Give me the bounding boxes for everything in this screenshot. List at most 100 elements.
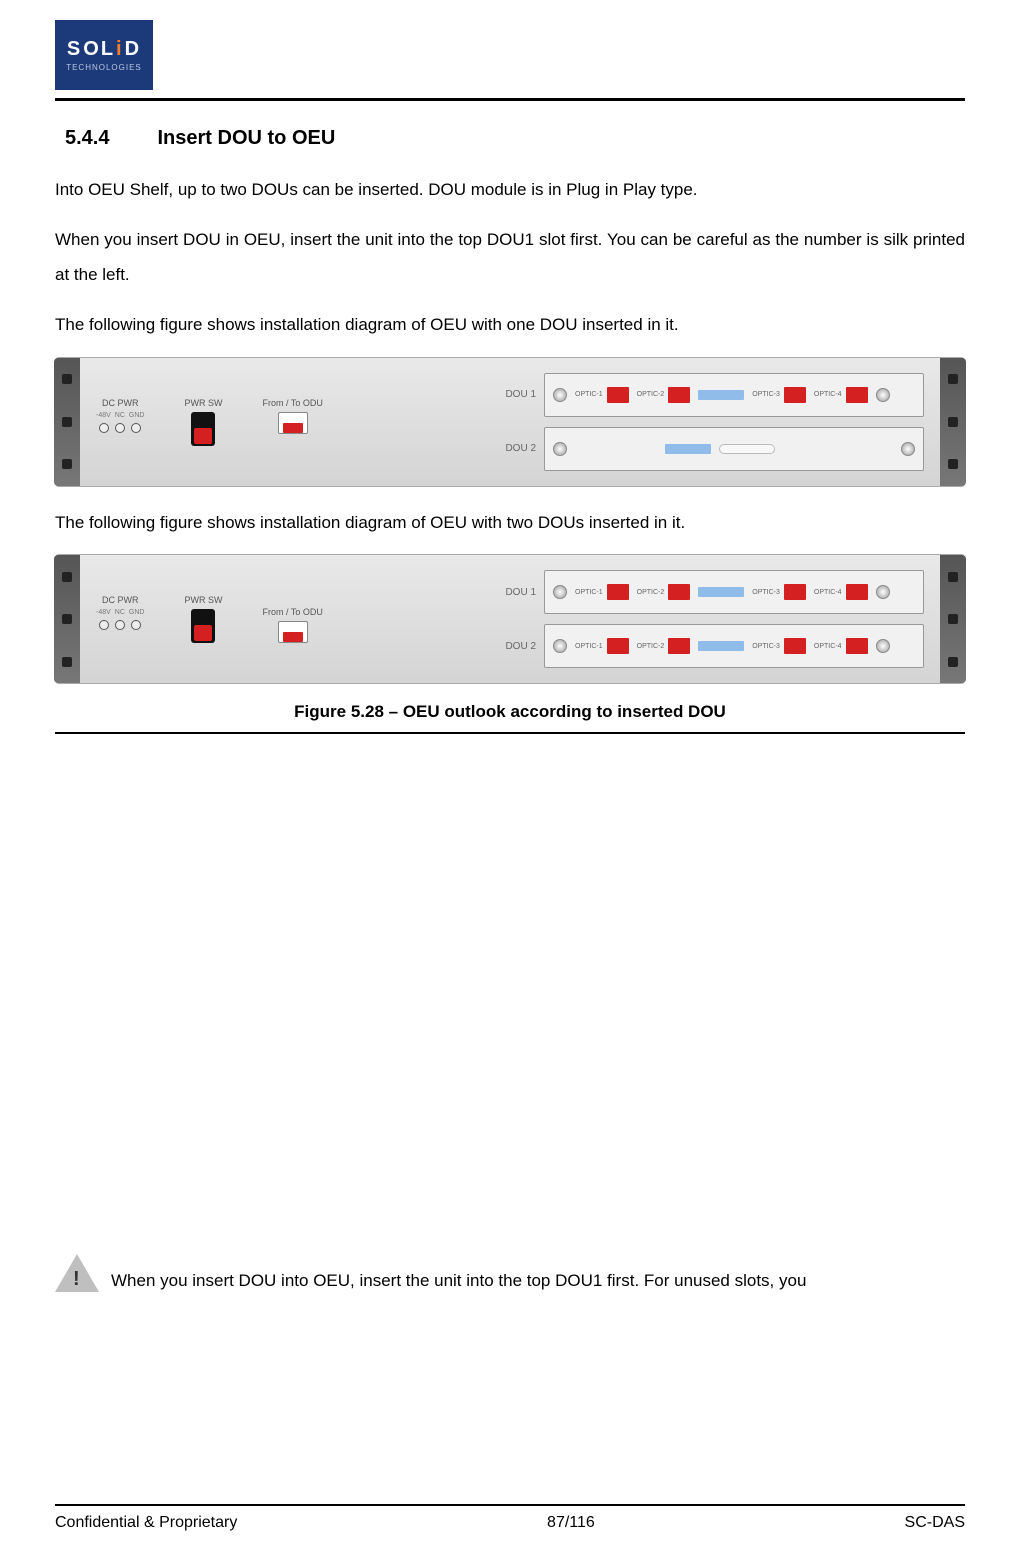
paragraph: The following figure shows installation … [55,307,965,343]
dou2-row: DOU 2 [494,427,924,471]
dou1-row: DOU 1 OPTIC-1 OPTIC-2 OPTIC-3 OPTIC-4 [494,373,924,417]
pin [131,620,141,630]
header-logo: S OL i D TECHNOLOGIES [55,20,965,90]
dc-pwr-block: DC PWR -48V NC GND [96,595,144,630]
rack-hole [62,417,72,427]
paragraph: Into OEU Shelf, up to two DOUs can be in… [55,172,965,208]
optic-port [846,584,868,600]
odu-port-block: From / To ODU [262,398,322,434]
rack-hole [62,572,72,582]
optic-port [784,638,806,654]
rack-hole [948,572,958,582]
power-switch [191,412,215,446]
dc-pwr-pin-labels: -48V NC GND [96,412,144,419]
power-switch-rocker [194,625,212,641]
footer-left: Confidential & Proprietary [55,1514,237,1532]
pin [99,620,109,630]
warning-note: When you insert DOU into OEU, insert the… [55,1254,965,1292]
figure-divider [55,732,965,734]
rack-hole [948,459,958,469]
optic-port [784,387,806,403]
optic-2: OPTIC-2 [637,387,691,403]
page: S OL i D TECHNOLOGIES 5.4.4 Insert DOU t… [0,0,1020,1562]
optic-label: OPTIC-4 [814,391,842,398]
rack-hole [62,614,72,624]
optic-port [607,638,629,654]
rack-ear-left [54,358,80,486]
optic-port [668,387,690,403]
pin-label: GND [129,609,145,616]
odu-label: From / To ODU [262,398,322,408]
pin [99,423,109,433]
optic-port [607,584,629,600]
footer-page: 87/116 [547,1514,595,1532]
pwr-sw-block: PWR SW [184,595,222,643]
dou1-row: DOU 1 OPTIC-1 OPTIC-2 OPTIC-3 OPTIC-4 [494,570,924,614]
dou2-label: DOU 2 [494,443,536,454]
rack-hole [948,374,958,384]
optic-2: OPTIC-2 [637,638,691,654]
optic-label: OPTIC-2 [637,643,665,650]
section-title: Insert DOU to OEU [157,127,335,150]
pin-label: GND [129,412,145,419]
rack-ear-right [940,555,966,683]
optic-label: OPTIC-4 [814,643,842,650]
rack-left-controls: DC PWR -48V NC GND PWR SW From / To ODU [96,398,323,446]
dou1-label: DOU 1 [494,389,536,400]
optic-3: OPTIC-3 [752,387,806,403]
pwr-sw-label: PWR SW [184,595,222,605]
rack-right-slots: DOU 1 OPTIC-1 OPTIC-2 OPTIC-3 OPTIC-4 DO… [494,373,924,471]
oeu-rack-figure-2: DC PWR -48V NC GND PWR SW From / To ODU [55,554,965,684]
odu-plug [283,423,303,433]
dc-pwr-label: DC PWR [102,398,139,408]
optic-2: OPTIC-2 [637,584,691,600]
logo-box: S OL i D TECHNOLOGIES [55,20,153,90]
optic-3: OPTIC-3 [752,584,806,600]
dc-pwr-pins [99,620,141,630]
paragraph: The following figure shows installation … [55,505,965,541]
pin-label: NC [115,412,125,419]
optic-label: OPTIC-2 [637,589,665,596]
logo-letter: D [125,38,141,61]
footer-divider [55,1504,965,1506]
screw-icon [553,442,567,456]
optic-3: OPTIC-3 [752,638,806,654]
pin-label: -48V [96,412,111,419]
screw-icon [876,388,890,402]
logo-dot: i [116,38,124,61]
logo-main: S OL i D [67,38,141,61]
optic-cover [698,587,744,597]
optic-cover [698,390,744,400]
rack-hole [62,459,72,469]
optic-cover [665,444,711,454]
warning-icon [55,1254,99,1292]
screw-icon [553,639,567,653]
header-divider [55,98,965,101]
footer: Confidential & Proprietary 87/116 SC-DAS [55,1504,965,1532]
optic-port [668,584,690,600]
dou2-label: DOU 2 [494,641,536,652]
odu-label: From / To ODU [262,607,322,617]
optic-1: OPTIC-1 [575,584,629,600]
pin [131,423,141,433]
rack-right-slots: DOU 1 OPTIC-1 OPTIC-2 OPTIC-3 OPTIC-4 DO… [494,570,924,668]
dc-pwr-label: DC PWR [102,595,139,605]
optic-label: OPTIC-2 [637,391,665,398]
warning-text: When you insert DOU into OEU, insert the… [111,1269,806,1293]
optic-label: OPTIC-1 [575,643,603,650]
optic-port [846,638,868,654]
odu-port [278,621,308,643]
section-heading: 5.4.4 Insert DOU to OEU [65,127,965,150]
pin [115,620,125,630]
rack-hole [62,374,72,384]
figure-caption: Figure 5.28 – OEU outlook according to i… [55,702,965,722]
optic-4: OPTIC-4 [814,387,868,403]
dc-pwr-block: DC PWR -48V NC GND [96,398,144,433]
logo-subtext: TECHNOLOGIES [66,63,142,72]
odu-port [278,412,308,434]
optic-port [784,584,806,600]
screw-icon [553,388,567,402]
power-switch-rocker [194,428,212,444]
dou1-slot-populated: OPTIC-1 OPTIC-2 OPTIC-3 OPTIC-4 [544,373,924,417]
optic-4: OPTIC-4 [814,638,868,654]
